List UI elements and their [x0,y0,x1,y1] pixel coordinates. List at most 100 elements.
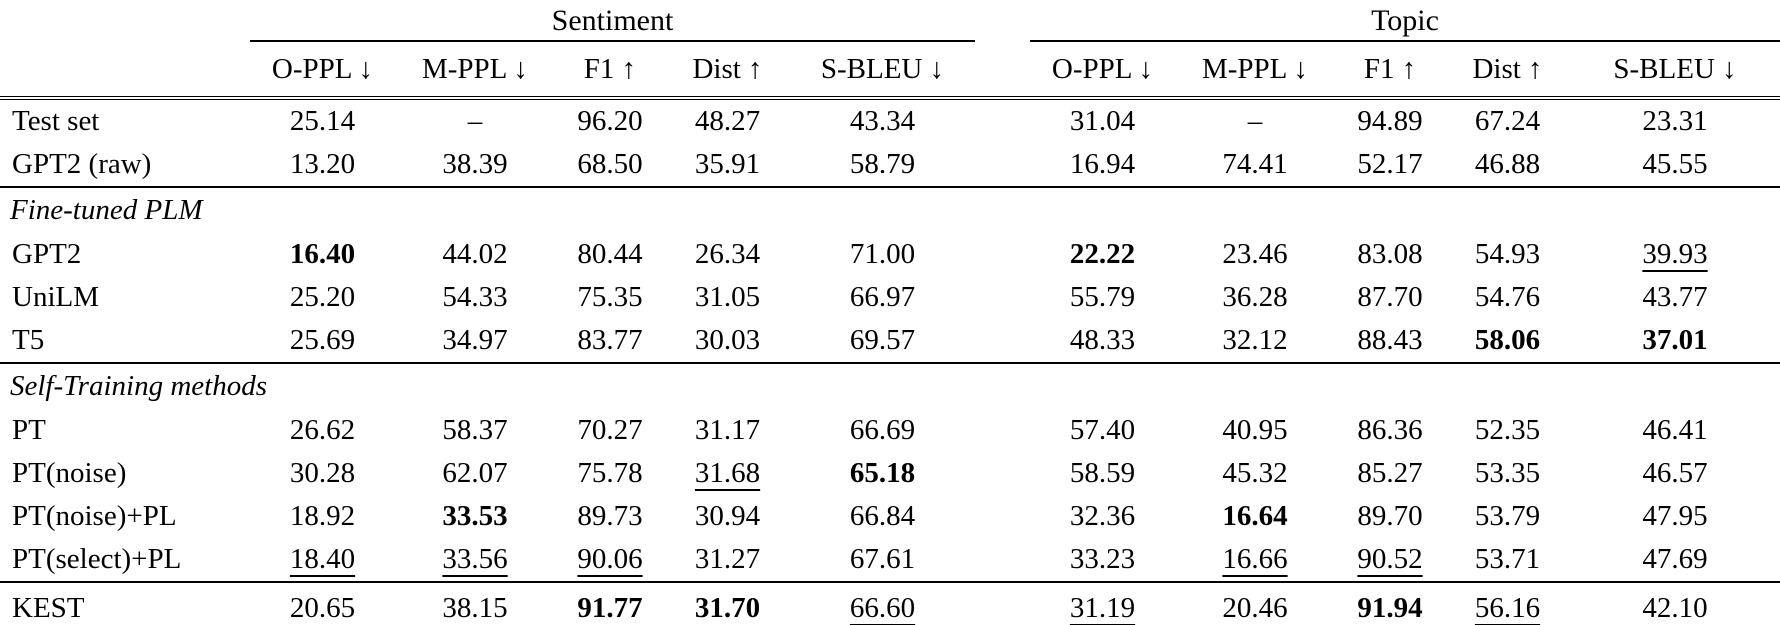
value-cell: 31.70 [665,582,790,625]
value-cell: 71.00 [849,238,916,270]
value-cell: 58.79 [790,143,976,188]
value-cell: 94.89 [1357,105,1423,137]
value-cell: 83.77 [555,319,665,364]
value-cell: 33.23 [1030,538,1176,583]
table-row: PT(noise) 30.28 62.07 75.78 31.68 65.18 58.59 4… [0,452,1780,495]
value-cell: 46.88 [1445,143,1571,188]
row-label: PT [12,414,46,446]
value-cell: 18.40 [250,538,395,583]
value-cell: 52.35 [1474,414,1541,446]
value-cell: 20.65 [250,582,395,625]
value-cell: 30.94 [694,500,761,532]
value-cell: 43.77 [1642,281,1708,313]
value-cell: 67.24 [1474,105,1541,137]
value-cell: 25.69 [250,319,395,364]
value-cell: 34.97 [395,319,555,364]
value-cell: 42.10 [1570,582,1780,625]
row-label: Test set [12,105,100,137]
group-label-topic: Topic [1030,2,1780,42]
table-row: PT(select)+PL 18.40 33.56 90.06 31.27 67.61 33… [0,538,1780,583]
value-cell: 37.01 [1570,319,1780,364]
value-cell: 86.36 [1357,414,1423,446]
value-cell: 31.19 [1030,582,1176,625]
value-cell: 83.08 [1357,238,1423,270]
column-header: Dist ↑ [1445,41,1571,100]
group-gap [975,98,1030,143]
value-cell: 46.57 [1642,457,1708,489]
value-cell: 58.59 [1069,457,1136,489]
value-cell: 53.79 [1474,500,1541,532]
table-row: GPT2 16.40 44.02 80.44 26.34 71.00 22.22 23.46 8… [0,233,1780,276]
table-row: T5 25.69 34.97 83.77 30.03 69.57 48.33 32.12 88.… [0,319,1780,364]
column-header: O-PPL ↓ [250,41,395,100]
value-cell: 38.15 [395,582,555,625]
table-row: PT 26.62 58.37 70.27 31.17 66.69 57.40 40.95 86.… [0,409,1780,452]
value-cell: 69.57 [790,319,976,364]
value-cell: 70.27 [577,414,643,446]
table-row: KEST 20.65 38.15 91.77 31.70 66.60 31.19 20.46 9… [0,582,1780,625]
value-cell: 48.33 [1030,319,1176,364]
value-cell: 13.20 [250,143,395,188]
value-cell: 31.68 [694,457,761,489]
value-cell: 91.77 [555,582,665,625]
value-cell: 26.34 [694,238,761,270]
group-label-sentiment: Sentiment [250,2,976,42]
value-cell: 58.06 [1445,319,1571,364]
value-cell: 66.97 [849,281,916,313]
value-cell: 56.16 [1445,582,1571,625]
value-cell: 65.18 [849,457,916,489]
value-cell: 89.73 [577,500,643,532]
row-label: KEST [0,582,250,625]
row-label: T5 [0,319,250,364]
value-cell: 68.50 [555,143,665,188]
value-cell: 33.53 [442,500,508,532]
value-cell: 54.93 [1474,238,1541,270]
group-gap [975,582,1031,625]
group-header-row: Sentiment Topic [0,2,1780,42]
column-header: Dist ↑ [665,41,790,100]
table-row: UniLM 25.20 54.33 75.35 31.05 66.97 55.79 36.28… [0,276,1780,319]
value-cell: 57.40 [1069,414,1136,446]
column-header: F1 ↑ [1335,41,1446,100]
value-cell: 90.52 [1335,538,1446,583]
value-cell: 67.61 [790,538,976,583]
value-cell: 53.35 [1474,457,1541,489]
value-cell: 44.02 [442,238,508,270]
column-header: M-PPL ↓ [395,41,555,100]
value-cell: 54.33 [442,281,508,313]
value-cell: 62.07 [442,457,508,489]
value-cell: 32.36 [1069,500,1136,532]
value-cell: 16.66 [1175,538,1336,583]
column-header: M-PPL ↓ [1175,41,1336,100]
value-cell: 40.95 [1222,414,1288,446]
value-cell: 75.78 [577,457,643,489]
group-gap [975,319,1031,364]
section-row: Self-Training methods [0,363,1780,409]
value-cell: 48.27 [694,105,761,137]
group-gap [975,495,1030,538]
value-cell: 16.40 [289,238,356,270]
row-label: PT(noise) [12,457,127,489]
value-cell: 35.91 [665,143,790,188]
group-gap [975,143,1031,188]
column-header: O-PPL ↓ [1030,41,1176,100]
group-gap [975,452,1030,495]
table-row: PT(noise)+PL 18.92 33.53 89.73 30.94 66.84 32.… [0,495,1780,538]
value-cell: 31.05 [694,281,761,313]
group-gap [975,2,1030,41]
value-cell: 31.27 [665,538,790,583]
row-label: GPT2 (raw) [0,143,250,188]
value-cell: 88.43 [1335,319,1446,364]
value-cell: 53.71 [1445,538,1571,583]
row-label: PT(noise)+PL [12,500,177,532]
value-cell: 90.06 [555,538,665,583]
value-cell: 31.04 [1069,105,1136,137]
value-cell: 26.62 [289,414,356,446]
value-cell: 66.84 [849,500,916,532]
value-cell: 74.41 [1175,143,1336,188]
group-gap [975,409,1030,452]
value-cell: 66.69 [849,414,916,446]
value-cell: 30.03 [665,319,790,364]
value-cell: 18.92 [289,500,356,532]
